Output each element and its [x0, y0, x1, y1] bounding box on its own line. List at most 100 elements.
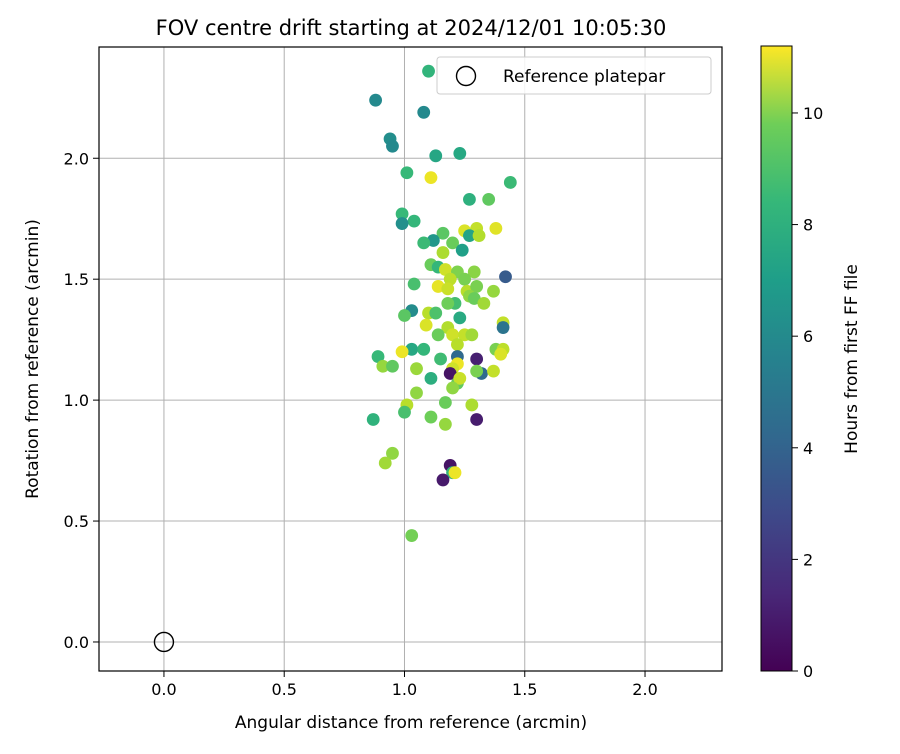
scatter-point — [499, 270, 512, 284]
scatter-point — [378, 456, 392, 470]
y-tick-label: 2.0 — [64, 149, 89, 168]
scatter-point — [417, 342, 431, 356]
scatter-point — [443, 272, 457, 286]
scatter-point — [448, 466, 462, 480]
y-axis-label: Rotation from reference (arcmin) — [23, 219, 43, 499]
scatter-point — [369, 93, 383, 107]
colorbar-tick-label: 8 — [803, 216, 813, 235]
scatter-point — [386, 139, 399, 153]
scatter-point — [489, 221, 503, 235]
scatter-point — [455, 243, 469, 257]
scatter-point — [417, 105, 431, 119]
colorbar: 0 2 4 6 8 10 Hours from first FF file — [760, 45, 862, 681]
scatter-point — [431, 328, 445, 342]
scatter-point — [463, 229, 476, 243]
scatter-point — [386, 359, 399, 373]
legend-marker-icon — [455, 65, 477, 87]
colorbar-ticks: 0 2 4 6 8 10 — [792, 104, 823, 681]
scatter-point — [436, 473, 450, 487]
scatter-point — [395, 345, 409, 359]
scatter-point — [395, 207, 409, 221]
colorbar-tick-label: 0 — [803, 662, 813, 681]
scatter-point — [494, 347, 508, 361]
scatter-point — [405, 529, 419, 542]
scatter-point — [467, 265, 481, 279]
scatter-point — [434, 352, 447, 366]
scatter-point — [443, 367, 457, 380]
colorbar-gradient — [760, 45, 793, 672]
scatter-point — [422, 64, 435, 78]
scatter-point — [441, 296, 455, 310]
scatter-point — [496, 321, 510, 334]
x-tick-label: 2.0 — [632, 680, 657, 699]
scatter-point — [451, 338, 464, 351]
scatter-point — [424, 371, 438, 385]
scatter-point — [410, 386, 423, 400]
scatter-point — [431, 280, 445, 293]
scatter-point — [417, 236, 431, 250]
scatter-point — [453, 311, 467, 325]
scatter-point — [436, 246, 450, 259]
scatter-point — [458, 272, 472, 286]
scatter-point — [441, 282, 455, 296]
x-tick-label: 0.5 — [271, 680, 296, 699]
y-tick-label: 0.0 — [64, 633, 89, 652]
colorbar-tick-label: 2 — [803, 550, 813, 569]
scatter-point — [503, 176, 517, 189]
legend-label: Reference platepar — [503, 67, 665, 87]
data-points — [366, 64, 517, 542]
scatter-point — [405, 342, 419, 356]
x-axis-ticks: 0.0 0.5 1.0 1.5 2.0 — [151, 671, 658, 699]
scatter-point — [487, 364, 500, 378]
legend-box — [436, 56, 712, 95]
scatter-point — [446, 381, 459, 395]
scatter-point — [465, 398, 479, 412]
scatter-point — [470, 364, 484, 378]
scatter-point — [470, 352, 484, 366]
scatter-point — [366, 413, 380, 426]
scatter-point — [407, 214, 421, 228]
scatter-point — [436, 226, 450, 240]
x-axis-label: Angular distance from reference (arcmin) — [235, 713, 587, 733]
scatter-point — [477, 296, 491, 310]
chart-title: FOV centre drift starting at 2024/12/01 … — [156, 16, 667, 40]
scatter-point — [453, 147, 467, 160]
scatter-point — [429, 149, 443, 163]
y-tick-label: 1.5 — [64, 270, 89, 289]
scatter-point — [424, 171, 438, 185]
y-axis-ticks: 0.0 0.5 1.0 1.5 2.0 — [64, 149, 99, 652]
scatter-point — [424, 410, 438, 424]
colorbar-tick-label: 10 — [803, 104, 823, 123]
scatter-point — [386, 446, 399, 460]
scatter-point — [407, 277, 421, 291]
scatter-point — [419, 318, 433, 332]
legend: Reference platepar — [436, 56, 712, 95]
reference-point — [153, 631, 175, 653]
scatter-point — [395, 217, 409, 230]
scatter-point — [487, 284, 500, 298]
scatter-point — [446, 236, 459, 250]
scatter-point — [438, 417, 452, 431]
colorbar-tick-label: 4 — [803, 439, 813, 458]
x-tick-label: 1.5 — [512, 680, 537, 699]
scatter-point — [410, 362, 423, 376]
scatter-point — [438, 396, 452, 409]
axes-frame — [98, 46, 723, 672]
scatter-point — [470, 413, 484, 426]
scatter-point — [398, 405, 411, 419]
scatter-point — [429, 306, 443, 320]
scatter-point — [472, 229, 486, 243]
y-tick-label: 1.0 — [64, 391, 89, 410]
grid-lines — [99, 47, 722, 671]
scatter-point — [376, 359, 390, 373]
y-tick-label: 0.5 — [64, 512, 89, 531]
scatter-point — [470, 280, 484, 293]
scatter-point — [467, 292, 481, 305]
scatter-point — [465, 328, 479, 342]
scatter-point — [400, 166, 414, 180]
colorbar-tick-label: 6 — [803, 327, 813, 346]
scatter-point — [438, 263, 452, 276]
scatter-point — [426, 234, 440, 247]
